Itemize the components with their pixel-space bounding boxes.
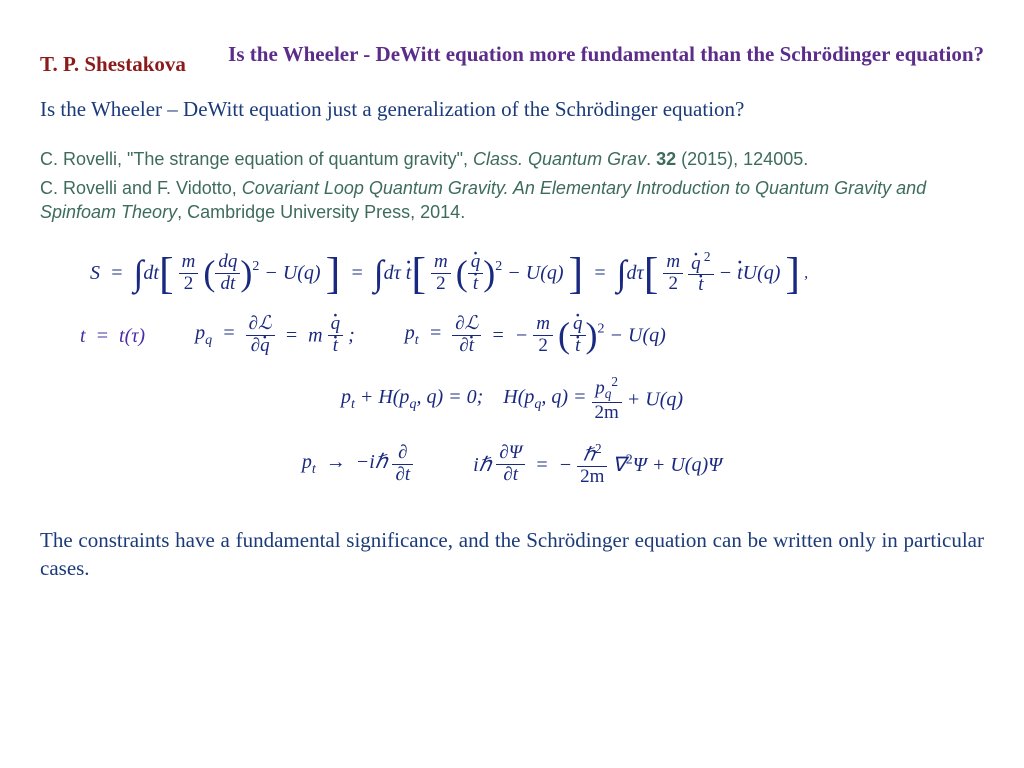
slide-title: Is the Wheeler - DeWitt equation more fu… [206, 40, 984, 68]
ref1-sep: . [646, 149, 656, 169]
conclusion-text: The constraints have a fundamental signi… [40, 526, 984, 583]
slide-header: T. P. Shestakova Is the Wheeler - DeWitt… [40, 40, 984, 77]
ref1-journal: Class. Quantum Grav [473, 149, 646, 169]
equation-momenta-row: t = t(τ) pq = ∂ℒ∂q = m qt ; pt = ∂ℒ∂t = … [60, 314, 964, 357]
equations-block: S = ∫dt[ m2 (dqdt)2 − U(q) ] = ∫dτ t[ m2… [40, 236, 984, 516]
equation-quantize: pt → −iℏ ∂∂t [302, 443, 413, 486]
equation-ttau: t = t(τ) [80, 324, 145, 348]
ref1-volume: 32 [656, 149, 676, 169]
ref2-pre: C. Rovelli and F. Vidotto, [40, 178, 242, 198]
equation-constraint: pt + H(pq, q) = 0; H(pq, q) = pq22m + U(… [60, 375, 964, 424]
ref1-post: (2015), 124005. [676, 149, 808, 169]
references-block: C. Rovelli, "The strange equation of qua… [40, 147, 984, 224]
author-name: T. P. Shestakova [40, 52, 186, 77]
ref2-post: , Cambridge University Press, 2014. [177, 202, 465, 222]
ref1-pre: C. Rovelli, "The strange equation of qua… [40, 149, 473, 169]
reference-1: C. Rovelli, "The strange equation of qua… [40, 147, 984, 171]
reference-2: C. Rovelli and F. Vidotto, Covariant Loo… [40, 176, 984, 225]
equation-pt: pt = ∂ℒ∂t = − m2 (qt)2 − U(q) [405, 314, 666, 357]
equation-pq: pq = ∂ℒ∂q = m qt ; [195, 314, 355, 357]
equation-action: S = ∫dt[ m2 (dqdt)2 − U(q) ] = ∫dτ t[ m2… [60, 250, 964, 296]
equation-schrodinger-row: pt → −iℏ ∂∂t iℏ ∂Ψ∂t = − ℏ22m ∇2Ψ + U(q)… [60, 442, 964, 488]
question-text: Is the Wheeler – DeWitt equation just a … [40, 95, 984, 123]
equation-schrodinger: iℏ ∂Ψ∂t = − ℏ22m ∇2Ψ + U(q)Ψ [473, 442, 722, 488]
